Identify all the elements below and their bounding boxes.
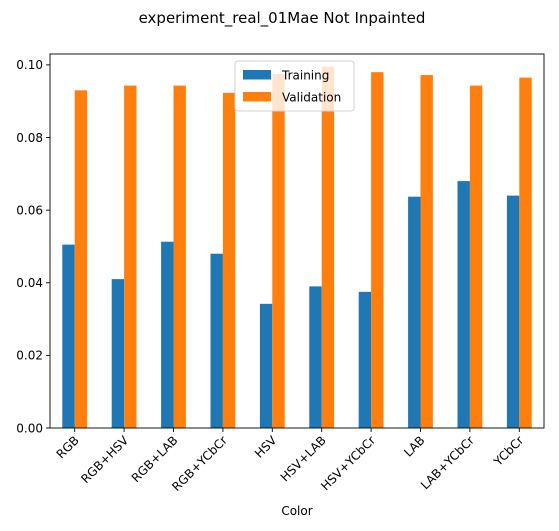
bar-training-rgb [62,244,75,428]
y-tick-label: 0.04 [16,276,43,290]
y-tick-label: 0.00 [16,421,43,435]
bar-validation-rgb-plus-hsv [124,85,137,428]
x-tick-label: HSV+LAB [278,433,329,484]
bar-validation-hsv [272,73,285,428]
bar-validation-rgb-plus-ycbcr [222,92,236,428]
legend-label-validation: Validation [282,91,341,105]
y-axis: 0.00 0.02 0.04 0.06 0.08 0.10 [16,58,50,435]
x-tick-label: LAB+YCbCr [418,433,477,492]
bar-training-ycbcr [506,195,520,428]
bar-training-lab [408,196,421,428]
x-tick-label: HSV [252,433,280,461]
bar-training-lab-plus-ycbcr [457,181,470,428]
legend-swatch-training [243,70,271,80]
chart-title: experiment_real_01Mae Not Inpainted [139,9,426,28]
bar-training-rgb-plus-lab [161,241,174,428]
bar-validation-rgb [74,90,88,428]
bar-validation-ycbcr [519,77,532,428]
bars-layer [62,66,532,429]
y-tick-label: 0.10 [16,58,43,72]
x-tick-label: RGB+LAB [129,433,181,485]
y-tick-label: 0.02 [16,349,43,363]
plot-frame [49,53,545,429]
x-tick-label: LAB [401,433,427,459]
bar-validation-rgb-plus-lab [173,85,186,428]
bar-validation-hsv-plus-ycbcr [371,72,384,428]
legend: Training Validation [234,60,355,112]
legend-swatch-validation [243,92,271,102]
x-tick-label: RGB+HSV [78,433,131,486]
y-tick-label: 0.08 [16,131,43,145]
bar-training-rgb-plus-hsv [111,279,125,428]
bar-validation-lab [420,75,433,428]
x-axis-label: Color [281,504,312,518]
bar-training-rgb-plus-ycbcr [210,253,223,428]
bar-training-hsv [259,303,273,428]
bar-validation-hsv-plus-lab [321,66,335,429]
legend-label-training: Training [281,69,329,83]
bar-validation-lab-plus-ycbcr [469,85,483,428]
x-tick-label: RGB [54,433,82,461]
bar-training-hsv-plus-lab [309,286,322,428]
y-tick-label: 0.06 [16,203,43,217]
x-tick-label: YCbCr [490,433,526,469]
bar-training-hsv-plus-ycbcr [358,291,372,428]
